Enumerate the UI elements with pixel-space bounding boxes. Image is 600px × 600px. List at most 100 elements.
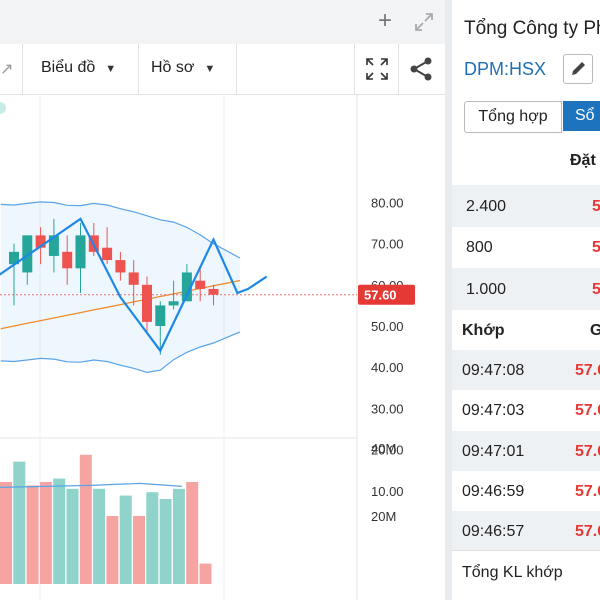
trade-price: 57.60 <box>575 402 600 419</box>
current-price-tag-bg <box>358 284 415 305</box>
candle-body <box>115 260 126 273</box>
trades-time-header: Khớp <box>462 322 505 339</box>
trade-time: 09:46:59 <box>462 483 525 500</box>
trades-price-header: Giá <box>590 322 600 339</box>
stock-info-panel: Tổng Công ty Phân bón DPM:HSX Tổng hợp S… <box>452 0 600 600</box>
toolbar-divider <box>354 44 355 94</box>
volume-bar <box>66 488 79 584</box>
trade-price: 57.60 <box>575 523 600 540</box>
price-tick-label: 80.00 <box>371 195 404 210</box>
orderbook-qty: 1.000 <box>466 281 507 298</box>
toolbar-divider <box>22 44 23 94</box>
volume-tick-label: 40M <box>371 441 396 456</box>
trade-time: 09:47:03 <box>462 402 525 419</box>
share-icon[interactable] <box>408 56 434 82</box>
orderbook-row: 800 57.50 <box>452 227 600 268</box>
add-chart-button[interactable]: + <box>378 7 393 34</box>
volume-bar <box>79 454 92 584</box>
trade-price: 57.60 <box>575 362 600 379</box>
candle-body <box>48 235 59 256</box>
volume-bar <box>146 492 159 584</box>
candle-body <box>208 288 219 295</box>
orderbook-price: 57.60 <box>592 198 600 215</box>
toolbar-divider <box>398 44 399 94</box>
volume-bar <box>93 488 106 584</box>
ticker-symbol[interactable]: DPM:HSX <box>464 59 547 79</box>
volume-bar <box>13 461 26 584</box>
trade-row: 09:47:03 57.60 <box>452 390 600 430</box>
trade-row: 09:47:01 57.60 <box>452 431 600 471</box>
trade-row: 09:47:08 57.60 <box>452 350 600 390</box>
bollinger-lower-line <box>0 331 241 374</box>
candle-body <box>128 272 139 285</box>
current-price-tag: 57.60 <box>358 284 415 305</box>
chart-window-bar: + <box>0 0 445 45</box>
orderbook-qty: 800 <box>466 239 493 256</box>
candle-body <box>75 235 86 269</box>
candle-body <box>155 305 166 326</box>
price-tick-label: 20.00 <box>371 443 404 458</box>
expand-diagonal-icon[interactable] <box>414 12 434 32</box>
volume-bar <box>159 499 172 584</box>
current-price-value: 57.60 <box>364 288 397 303</box>
candle-body <box>102 247 113 261</box>
chart-marker-icon[interactable] <box>0 102 6 114</box>
edit-button[interactable] <box>563 54 593 84</box>
volume-bar <box>26 485 39 584</box>
total-volume-label: Tổng KL khớp <box>462 564 563 581</box>
candle-body <box>35 235 46 248</box>
orderbook-price: 57.50 <box>592 239 600 256</box>
trade-price: 57.60 <box>575 483 600 500</box>
volume-average-line <box>0 482 183 488</box>
trade-time: 09:47:08 <box>462 362 525 379</box>
volume-bar <box>119 495 132 584</box>
candle-body <box>9 251 19 265</box>
chart-panel: + ↗ Biểu đồ ▼ Hồ sơ ▼ <box>0 0 445 600</box>
profile-label: Hồ sơ <box>151 59 195 76</box>
volume-bar <box>53 478 66 584</box>
candle-body <box>62 251 73 269</box>
tab-orderbook[interactable]: Sổ lệnh <box>563 101 600 154</box>
total-volume-bar: Tổng KL khớp <box>452 550 600 600</box>
chart-type-dropdown[interactable]: Biểu đồ ▼ <box>41 59 116 77</box>
orderbook-row: 2.400 57.60 <box>452 185 600 227</box>
chart-type-label: Biểu đồ <box>41 59 96 76</box>
toolbar-divider <box>236 44 237 94</box>
volume-bar <box>106 516 119 584</box>
zigzag-line <box>0 217 268 353</box>
profile-dropdown[interactable]: Hồ sơ ▼ <box>151 59 215 77</box>
volume-axis: 40M 20M <box>371 441 396 524</box>
orderbook-header: Đặt <box>570 152 596 169</box>
price-tick-label: 40.00 <box>371 360 404 375</box>
candle-body <box>181 272 192 302</box>
price-tick-label: 10.00 <box>371 484 404 499</box>
company-name: Tổng Công ty Phân bón <box>464 18 600 39</box>
trade-price: 57.60 <box>575 443 600 460</box>
volume-bar <box>199 563 212 584</box>
trade-row: 09:46:57 57.60 <box>452 511 600 551</box>
candle-body <box>195 280 206 289</box>
trade-row: 09:46:59 57.60 <box>452 471 600 511</box>
toolbar-divider <box>138 44 139 94</box>
volume-bar <box>0 482 12 584</box>
candle-body <box>22 235 33 273</box>
chevron-down-icon: ▼ <box>105 63 117 75</box>
trade-time: 09:46:57 <box>462 523 525 540</box>
volume-bar <box>133 516 145 584</box>
fullscreen-icon[interactable] <box>364 56 390 82</box>
orderbook-price: 57.40 <box>592 281 600 298</box>
volume-series <box>0 454 212 584</box>
orderbook-row: 1.000 57.40 <box>452 268 600 310</box>
tab-summary[interactable]: Tổng hợp <box>464 101 562 133</box>
volume-bar <box>39 482 52 584</box>
redo-icon[interactable]: ↗ <box>0 61 14 78</box>
orderbook-qty: 2.400 <box>466 198 507 215</box>
bollinger-upper-line <box>0 201 241 259</box>
candle-body <box>142 284 152 322</box>
candle-body <box>168 301 179 306</box>
price-chart[interactable]: 80.0070.0060.0050.0040.0030.0020.0010.00… <box>0 94 445 600</box>
volume-bar <box>172 488 185 584</box>
bollinger-band-fill <box>0 201 241 373</box>
volume-bar <box>186 482 199 584</box>
volume-tick-label: 20M <box>371 509 396 524</box>
